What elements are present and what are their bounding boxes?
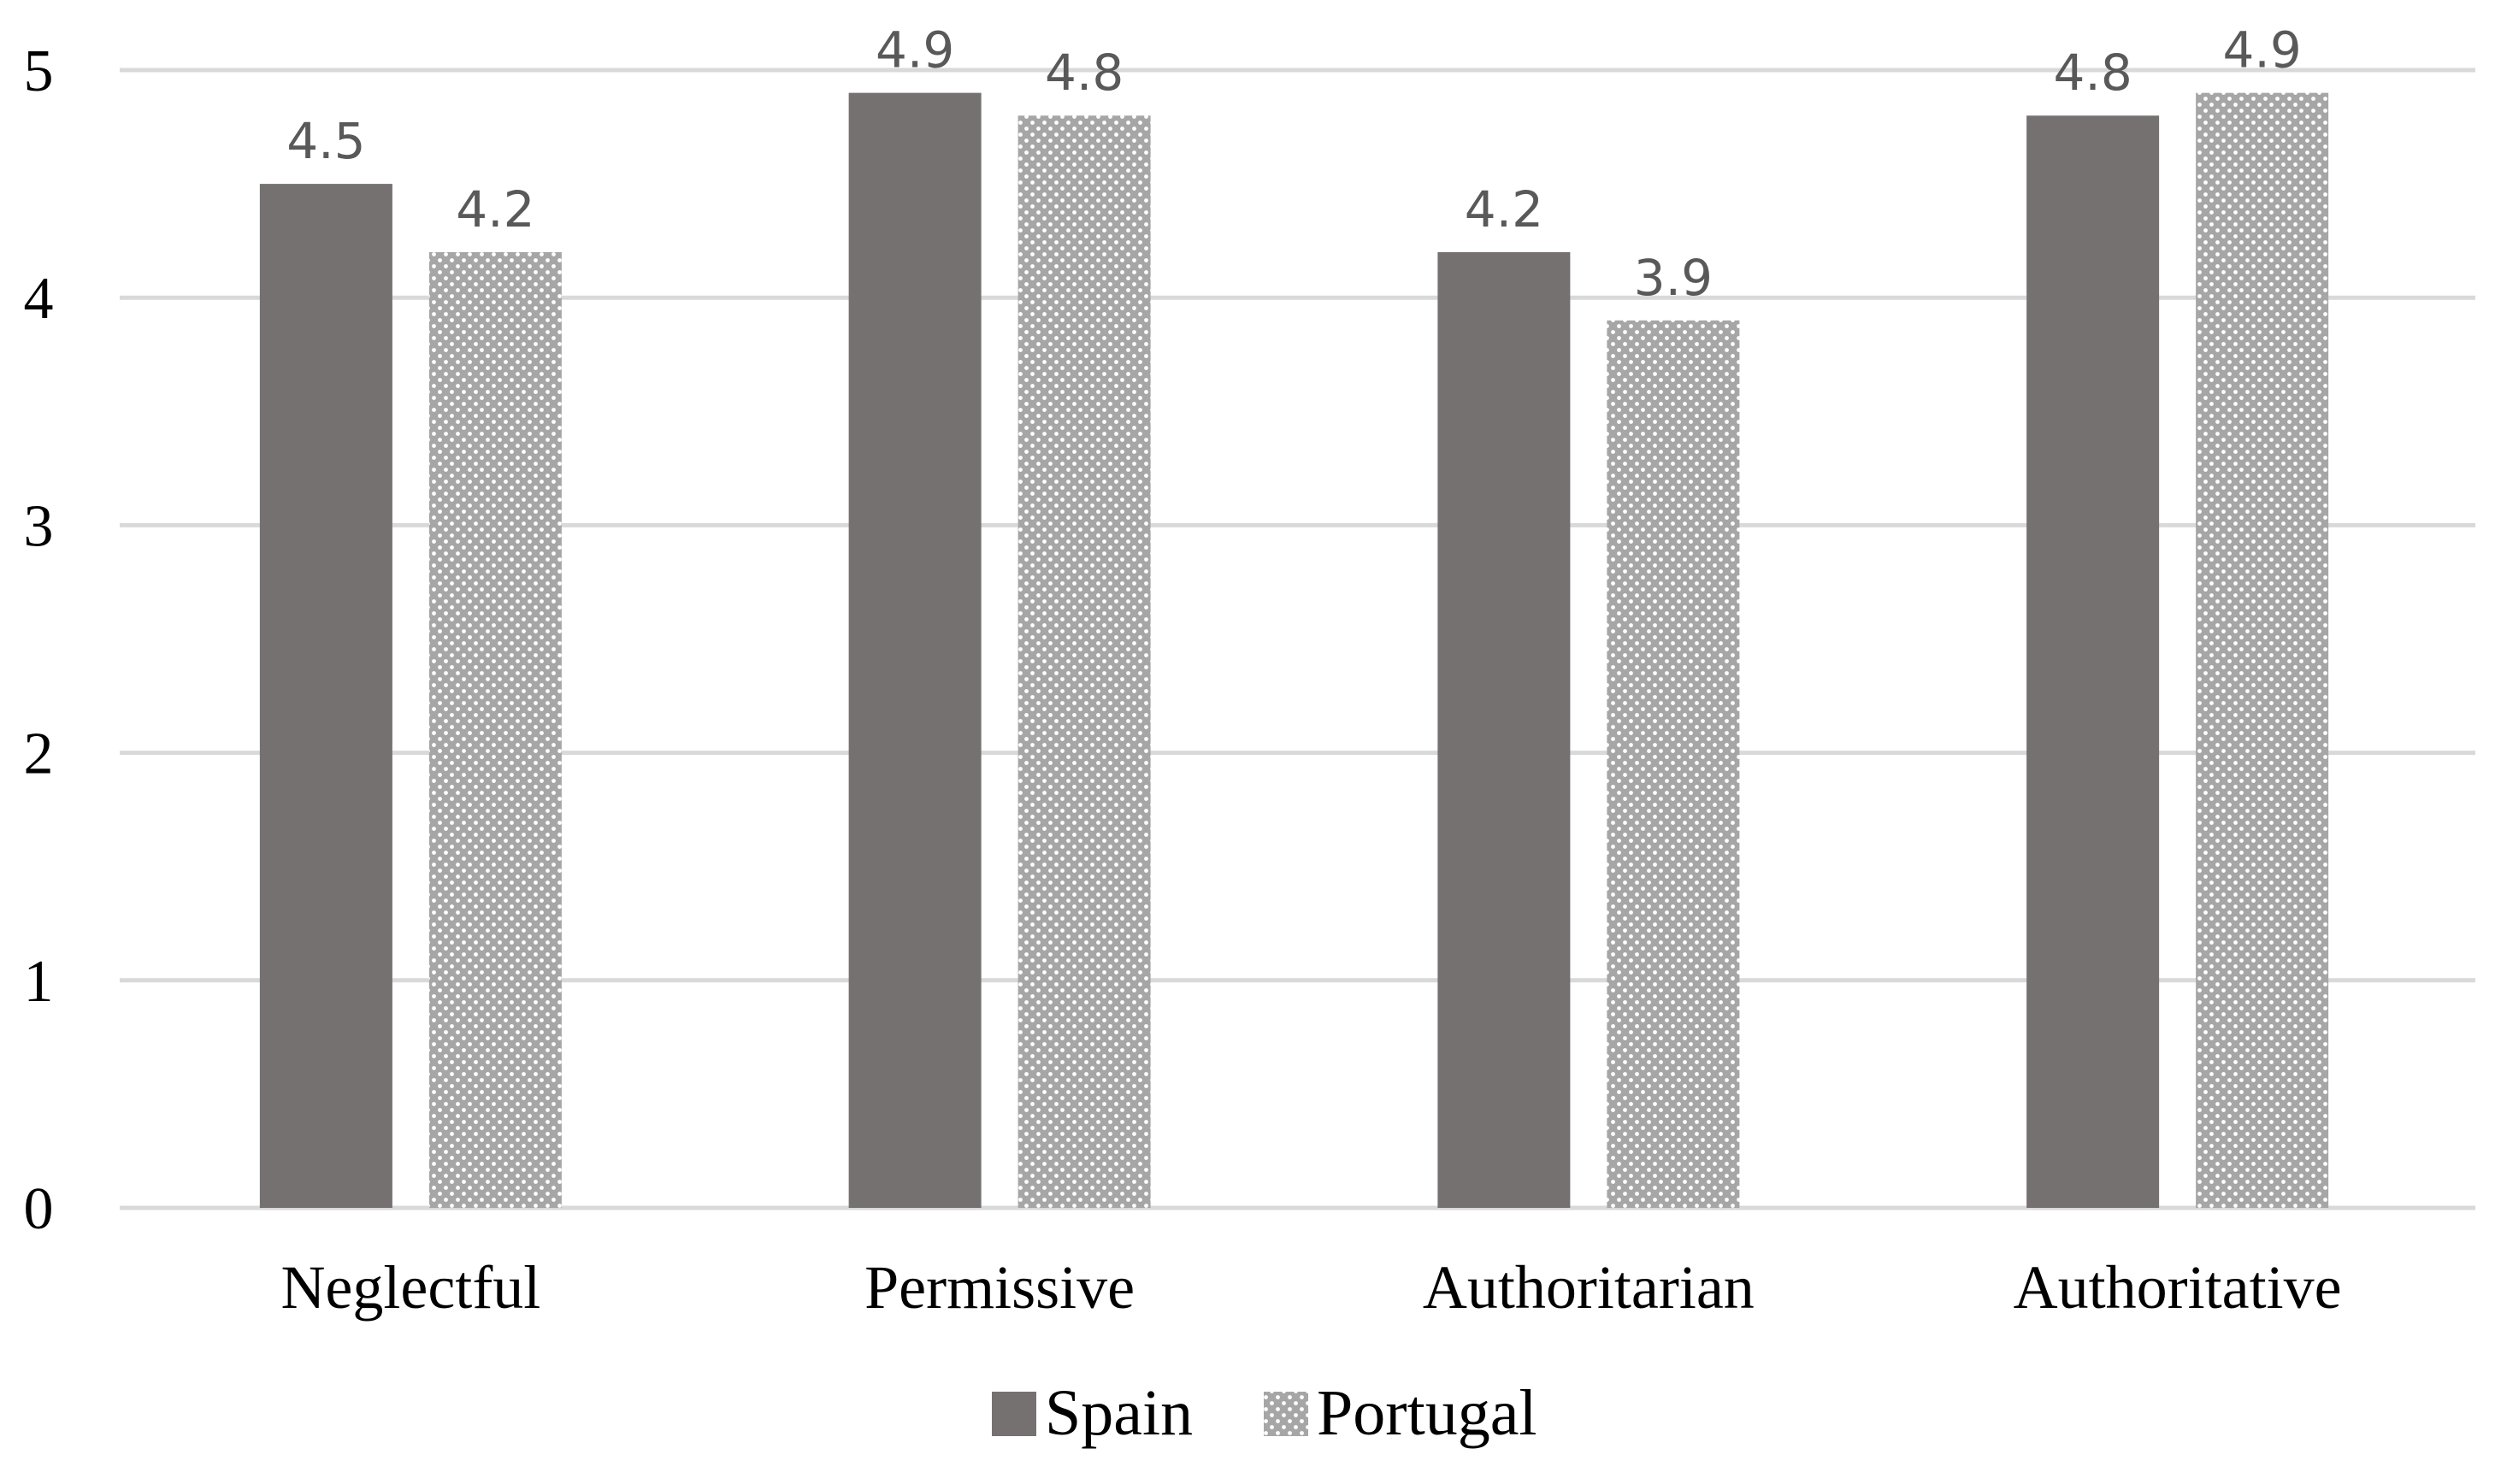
x-axis-tick-labels: Neglectful Permissive Authoritarian Authori… (280, 1253, 2341, 1322)
data-labels: 4.5 4.9 4.2 4.8 4.2 4.8 3.9 4.9 (286, 21, 2302, 307)
x-tick-label: Authoritative (2014, 1253, 2342, 1322)
y-tick-label: 4 (24, 266, 54, 332)
y-axis-tick-labels: 0 1 2 3 4 5 (24, 38, 54, 1242)
y-tick-label: 0 (24, 1176, 54, 1242)
data-label: 4.5 (286, 112, 365, 170)
bars (259, 92, 2329, 1209)
legend-label-portugal: Portugal (1317, 1377, 1537, 1449)
x-tick-label: Permissive (864, 1253, 1135, 1322)
bar-spain-authoritative (2026, 115, 2160, 1209)
bar-spain-neglectful (259, 184, 392, 1209)
bar-portugal-permissive (1018, 115, 1151, 1209)
data-label: 4.9 (876, 21, 954, 80)
bar-portugal-authoritative (2196, 92, 2329, 1209)
legend-swatch-portugal (1264, 1392, 1308, 1436)
legend-label-spain: Spain (1045, 1377, 1193, 1449)
x-tick-label: Neglectful (280, 1253, 540, 1322)
bar-portugal-neglectful (428, 251, 562, 1209)
y-tick-label: 1 (24, 949, 54, 1015)
data-label: 4.8 (1045, 44, 1124, 102)
y-tick-label: 5 (24, 38, 54, 104)
data-label: 3.9 (1634, 249, 1713, 307)
bar-spain-authoritarian (1437, 251, 1571, 1209)
legend-swatch-spain (992, 1392, 1036, 1436)
data-label: 4.8 (2054, 44, 2132, 102)
data-label: 4.2 (1465, 180, 1543, 238)
y-tick-label: 3 (24, 493, 54, 559)
y-tick-label: 2 (24, 721, 54, 787)
bar-portugal-authoritarian (1607, 320, 1740, 1208)
data-label: 4.2 (456, 180, 534, 238)
legend: Spain Portugal (992, 1377, 1537, 1449)
data-label: 4.9 (2223, 21, 2302, 80)
bar-spain-permissive (848, 92, 982, 1209)
x-tick-label: Authoritarian (1423, 1253, 1755, 1322)
